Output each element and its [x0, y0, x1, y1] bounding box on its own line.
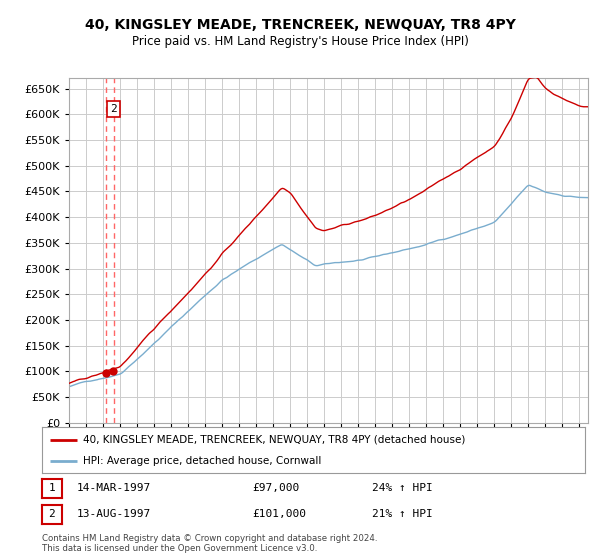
Text: HPI: Average price, detached house, Cornwall: HPI: Average price, detached house, Corn…: [83, 456, 321, 466]
Text: 24% ↑ HPI: 24% ↑ HPI: [372, 483, 433, 493]
Text: 21% ↑ HPI: 21% ↑ HPI: [372, 509, 433, 519]
Text: 1: 1: [49, 483, 55, 493]
Text: 14-MAR-1997: 14-MAR-1997: [77, 483, 151, 493]
Text: 2: 2: [110, 104, 117, 114]
Text: £97,000: £97,000: [252, 483, 299, 493]
Text: 13-AUG-1997: 13-AUG-1997: [77, 509, 151, 519]
Text: 40, KINGSLEY MEADE, TRENCREEK, NEWQUAY, TR8 4PY: 40, KINGSLEY MEADE, TRENCREEK, NEWQUAY, …: [85, 18, 515, 32]
Text: 40, KINGSLEY MEADE, TRENCREEK, NEWQUAY, TR8 4PY (detached house): 40, KINGSLEY MEADE, TRENCREEK, NEWQUAY, …: [83, 435, 465, 445]
Text: £101,000: £101,000: [252, 509, 306, 519]
Text: Price paid vs. HM Land Registry's House Price Index (HPI): Price paid vs. HM Land Registry's House …: [131, 35, 469, 49]
Text: 2: 2: [49, 509, 55, 519]
Text: Contains HM Land Registry data © Crown copyright and database right 2024.
This d: Contains HM Land Registry data © Crown c…: [42, 534, 377, 553]
